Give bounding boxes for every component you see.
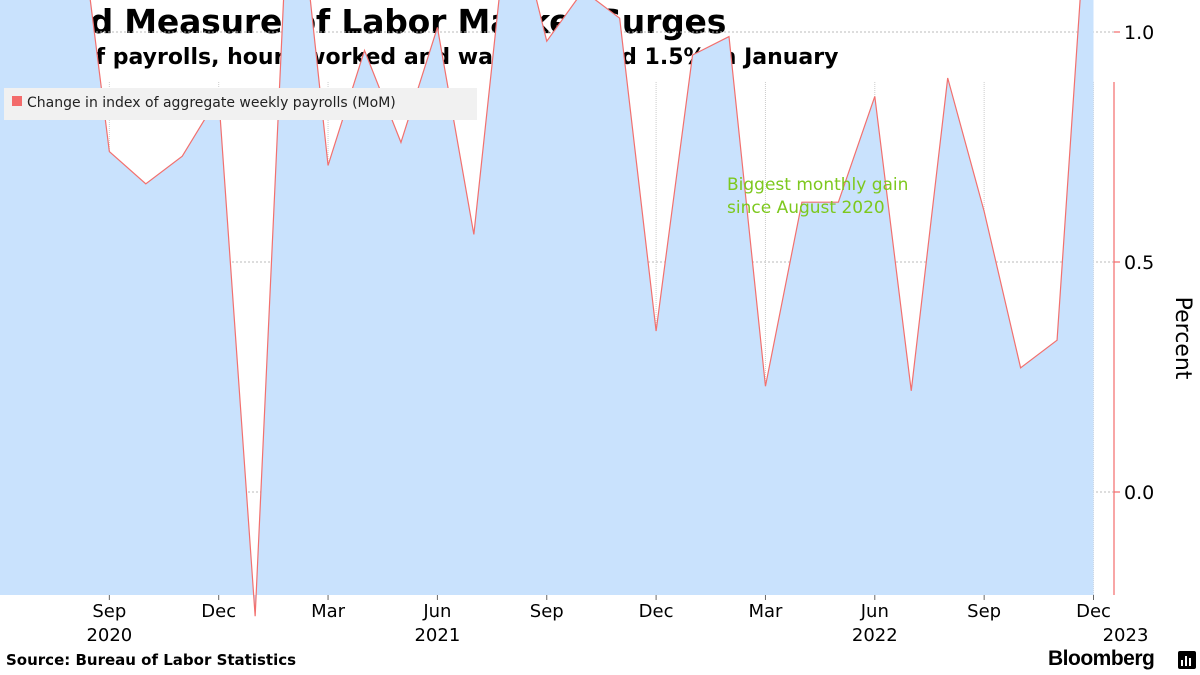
x-tick-label-6: Mar xyxy=(748,601,783,622)
source-note: Source: Bureau of Labor Statistics xyxy=(6,651,297,669)
y-tick-label-0: 0.0 xyxy=(1124,482,1154,504)
y-tick-label-2: 1.0 xyxy=(1124,22,1154,44)
legend: Change in index of aggregate weekly payr… xyxy=(4,88,477,120)
y-axis-title: Percent xyxy=(1170,297,1195,380)
y-tick-label-1: 0.5 xyxy=(1124,252,1154,274)
series-area-fill xyxy=(0,0,1094,617)
x-tick-label-5: Dec xyxy=(639,601,674,622)
x-tick-label-1: Dec xyxy=(201,601,236,622)
legend-background xyxy=(4,88,477,120)
x-tick-label-7: Jun xyxy=(860,601,889,622)
x-tick-year-9: 2023 xyxy=(1103,625,1149,646)
legend-swatch xyxy=(12,96,22,106)
x-tick-label-3: Jun xyxy=(422,601,451,622)
annotation-text-line2: since August 2020 xyxy=(727,198,885,218)
x-tick-year-7: 2022 xyxy=(852,625,898,646)
bloomberg-logo: Bloomberg xyxy=(1048,647,1155,670)
legend-label: Change in index of aggregate weekly payr… xyxy=(27,95,396,111)
x-tick-year-3: 2021 xyxy=(414,625,460,646)
x-tick-label-8: Sep xyxy=(967,601,1001,622)
x-tick-label-4: Sep xyxy=(530,601,564,622)
x-tick-label-2: Mar xyxy=(311,601,346,622)
bloomberg-chart-icon xyxy=(1178,651,1196,669)
x-tick-label-0: Sep xyxy=(92,601,126,622)
x-tick-label-9: Dec xyxy=(1076,601,1111,622)
x-tick-year-0: 2020 xyxy=(86,625,132,646)
annotation-text-line1: Biggest monthly gain xyxy=(727,175,908,195)
